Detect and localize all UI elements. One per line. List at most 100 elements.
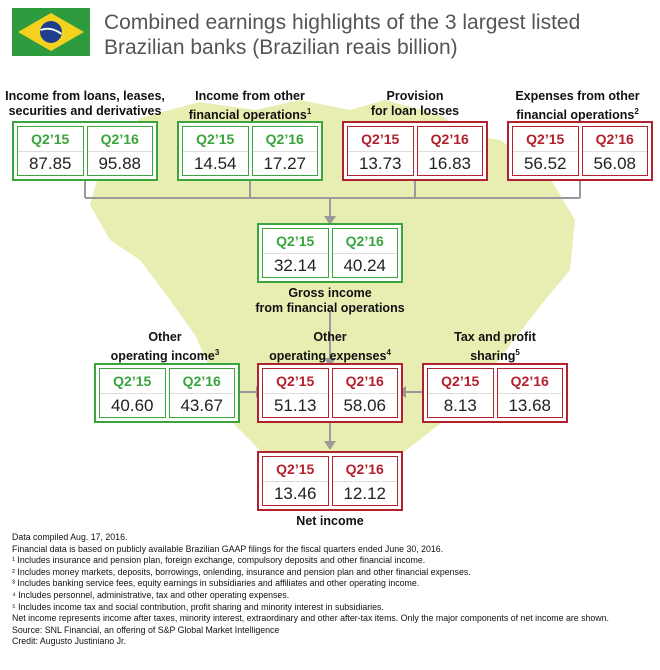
- other-op-income-q215-cell: Q2’15 40.60: [99, 368, 166, 418]
- tax-profit-label: Tax and profit sharing5: [390, 330, 600, 364]
- expenses-other-fin-q215-cell: Q2’15 56.52: [512, 126, 579, 176]
- expenses-other-fin-box: Q2’15 56.52 Q2’16 56.08: [507, 121, 653, 181]
- other-op-expenses-q215-cell: Q2’15 51.13: [262, 368, 329, 418]
- other-op-income-q215-value: 40.60: [100, 393, 165, 417]
- income-other-fin-label: Income from other financial operations1: [170, 89, 330, 123]
- footnotes: Data compiled Aug. 17, 2016. Financial d…: [12, 532, 652, 648]
- income-loans-label: Income from loans, leases, securities and…: [0, 89, 170, 119]
- connectors: [84, 181, 581, 443]
- note-net-income: Net income represents income after taxes…: [12, 613, 609, 624]
- tax-profit-q215-cell: Q2’15 8.13: [427, 368, 494, 418]
- gross-income-label-line: from financial operations: [255, 301, 405, 315]
- income-other-fin-box: Q2’15 14.54 Q2’16 17.27: [177, 121, 323, 181]
- note-compiled: Data compiled Aug. 17, 2016.: [12, 532, 128, 542]
- other-op-expenses-box: Q2’15 51.13 Q2’16 58.06: [257, 363, 403, 423]
- period-header: Q2’15: [276, 373, 315, 389]
- other-op-expenses-q215-value: 51.13: [263, 393, 328, 417]
- provision-q216-cell: Q2’16 16.83: [416, 126, 483, 176]
- period-header: Q2’16: [100, 131, 139, 147]
- period-header: Q2’16: [510, 373, 549, 389]
- brazil-flag-icon: [12, 8, 90, 56]
- period-header: Q2’15: [31, 131, 70, 147]
- provision-label-line: Provision: [386, 89, 444, 103]
- income-other-fin-q216-cell: Q2’16 17.27: [251, 126, 318, 176]
- gross-income-box: Q2’15 32.14 Q2’16 40.24: [257, 223, 403, 283]
- income-loans-box: Q2’15 87.85 Q2’16 95.88: [12, 121, 158, 181]
- other-op-income-q216-cell: Q2’16 43.67: [168, 368, 235, 418]
- income-loans-q215-value: 87.85: [18, 151, 83, 175]
- period-header: Q2’16: [345, 461, 384, 477]
- income-other-fin-q215-value: 14.54: [183, 151, 248, 175]
- net-income-label-line: Net income: [296, 514, 364, 528]
- tax-profit-label-line: Tax and profit: [454, 330, 536, 344]
- note-source: Source: SNL Financial, an offering of S&…: [12, 624, 280, 635]
- income-other-fin-q215-cell: Q2’15 14.54: [182, 126, 249, 176]
- note-1: ¹ Includes insurance and pension plan, f…: [12, 555, 426, 566]
- period-header: Q2’16: [430, 131, 469, 147]
- note-3: ³ Includes banking service fees, equity …: [12, 578, 420, 589]
- tax-profit-label-line: sharing5: [470, 348, 520, 364]
- tax-profit-q215-value: 8.13: [428, 393, 493, 417]
- note-credit: Credit: Augusto Justiniano Jr.: [12, 636, 126, 647]
- gross-income-label-line: Gross income: [288, 286, 372, 300]
- net-income-label: Net income: [225, 514, 435, 529]
- income-other-fin-footnote-marker: 1: [306, 107, 312, 116]
- expenses-other-fin-q216-value: 56.08: [582, 151, 647, 175]
- page-title: Combined earnings highlights of the 3 la…: [104, 11, 581, 59]
- period-header: Q2’15: [276, 233, 315, 249]
- gross-income-q216-value: 40.24: [332, 253, 397, 277]
- provision-q215-cell: Q2’15 13.73: [347, 126, 414, 176]
- period-header: Q2’16: [265, 131, 304, 147]
- provision-label-line: for loan losses: [370, 104, 460, 118]
- period-header: Q2’15: [276, 461, 315, 477]
- net-income-box: Q2’15 13.46 Q2’16 12.12: [257, 451, 403, 511]
- period-header: Q2’16: [345, 233, 384, 249]
- income-other-fin-q216-value: 17.27: [252, 151, 317, 175]
- tax-profit-footnote-marker: 5: [515, 348, 520, 357]
- period-header: Q2’16: [595, 131, 634, 147]
- income-loans-label-line: securities and derivatives: [8, 104, 162, 118]
- note-5: ⁵ Includes income tax and social contrib…: [12, 601, 384, 612]
- expenses-other-fin-q215-value: 56.52: [513, 151, 578, 175]
- period-header: Q2’15: [526, 131, 565, 147]
- expenses-other-fin-label-line: Expenses from other: [515, 89, 640, 103]
- note-4: ⁴ Includes personnel, administrative, ta…: [12, 589, 290, 600]
- income-loans-q215-cell: Q2’15 87.85: [17, 126, 84, 176]
- net-income-q215-cell: Q2’15 13.46: [262, 456, 329, 506]
- period-header: Q2’15: [113, 373, 152, 389]
- other-op-income-label-line: Other: [148, 330, 182, 344]
- income-loans-label-line: Income from loans, leases,: [5, 89, 165, 103]
- other-op-expenses-label-line: Other: [313, 330, 347, 344]
- net-income-q216-value: 12.12: [332, 481, 397, 505]
- other-op-income-footnote-marker: 3: [214, 348, 220, 357]
- other-op-income-box: Q2’15 40.60 Q2’16 43.67: [94, 363, 240, 423]
- note-2: ² Includes money markets, deposits, borr…: [12, 566, 471, 577]
- period-header: Q2’16: [182, 373, 221, 389]
- period-header: Q2’15: [361, 131, 400, 147]
- other-op-income-label: Other operating income3: [60, 330, 270, 364]
- other-op-expenses-footnote-marker: 4: [386, 348, 391, 357]
- income-other-fin-label-line: Income from other: [195, 89, 305, 103]
- gross-income-q216-cell: Q2’16 40.24: [331, 228, 398, 278]
- income-other-fin-label-line: financial operations1: [188, 107, 312, 123]
- gross-income-q215-value: 32.14: [263, 253, 328, 277]
- other-op-income-q216-value: 43.67: [169, 393, 234, 417]
- other-op-expenses-q216-cell: Q2’16 58.06: [331, 368, 398, 418]
- period-header: Q2’16: [345, 373, 384, 389]
- expenses-other-fin-label: Expenses from other financial operations2: [495, 89, 660, 123]
- gross-income-label: Gross income from financial operations: [225, 286, 435, 316]
- provision-q215-value: 13.73: [348, 151, 413, 175]
- provision-box: Q2’15 13.73 Q2’16 16.83: [342, 121, 488, 181]
- other-op-expenses-label-line: operating expenses4: [269, 348, 391, 364]
- net-income-q215-value: 13.46: [263, 481, 328, 505]
- net-income-q216-cell: Q2’16 12.12: [331, 456, 398, 506]
- provision-q216-value: 16.83: [417, 151, 482, 175]
- income-loans-q216-cell: Q2’16 95.88: [86, 126, 153, 176]
- provision-label: Provision for loan losses: [335, 89, 495, 119]
- expenses-other-fin-q216-cell: Q2’16 56.08: [581, 126, 648, 176]
- tax-profit-box: Q2’15 8.13 Q2’16 13.68: [422, 363, 568, 423]
- period-header: Q2’15: [441, 373, 480, 389]
- gross-income-q215-cell: Q2’15 32.14: [262, 228, 329, 278]
- expenses-other-fin-label-line: financial operations2: [516, 107, 639, 123]
- other-op-expenses-q216-value: 58.06: [332, 393, 397, 417]
